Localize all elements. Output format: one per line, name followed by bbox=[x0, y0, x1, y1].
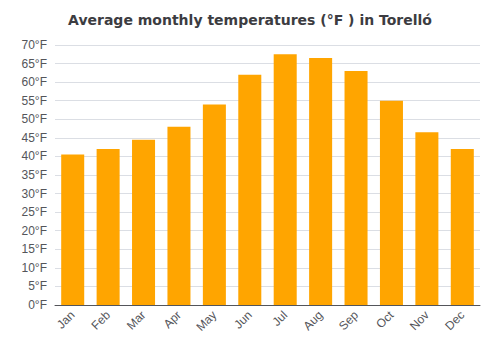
svg-text:0°F: 0°F bbox=[28, 298, 47, 312]
svg-text:Average monthly temperatures (: Average monthly temperatures (°F ) in To… bbox=[68, 12, 432, 28]
svg-text:25°F: 25°F bbox=[22, 205, 47, 219]
svg-text:Oct: Oct bbox=[373, 308, 397, 332]
svg-text:65°F: 65°F bbox=[22, 57, 47, 71]
svg-text:Jul: Jul bbox=[269, 308, 290, 329]
svg-text:Apr: Apr bbox=[161, 308, 184, 331]
svg-text:May: May bbox=[193, 308, 219, 334]
svg-text:5°F: 5°F bbox=[28, 279, 47, 293]
svg-text:55°F: 55°F bbox=[22, 94, 47, 108]
svg-text:Feb: Feb bbox=[89, 308, 114, 333]
svg-text:Jan: Jan bbox=[54, 308, 78, 332]
svg-text:40°F: 40°F bbox=[22, 149, 47, 163]
svg-text:60°F: 60°F bbox=[22, 75, 47, 89]
svg-text:10°F: 10°F bbox=[22, 261, 47, 275]
svg-text:15°F: 15°F bbox=[22, 242, 47, 256]
svg-text:Dec: Dec bbox=[442, 308, 467, 333]
svg-text:20°F: 20°F bbox=[22, 224, 47, 238]
svg-text:Mar: Mar bbox=[124, 308, 149, 332]
svg-text:50°F: 50°F bbox=[22, 112, 47, 126]
svg-text:Sep: Sep bbox=[336, 308, 361, 333]
svg-text:Nov: Nov bbox=[407, 308, 432, 333]
svg-text:Aug: Aug bbox=[301, 308, 326, 333]
svg-text:35°F: 35°F bbox=[22, 168, 47, 182]
svg-text:30°F: 30°F bbox=[22, 187, 47, 201]
svg-text:70°F: 70°F bbox=[22, 38, 47, 52]
svg-text:45°F: 45°F bbox=[22, 131, 47, 145]
svg-text:Jun: Jun bbox=[231, 308, 255, 332]
